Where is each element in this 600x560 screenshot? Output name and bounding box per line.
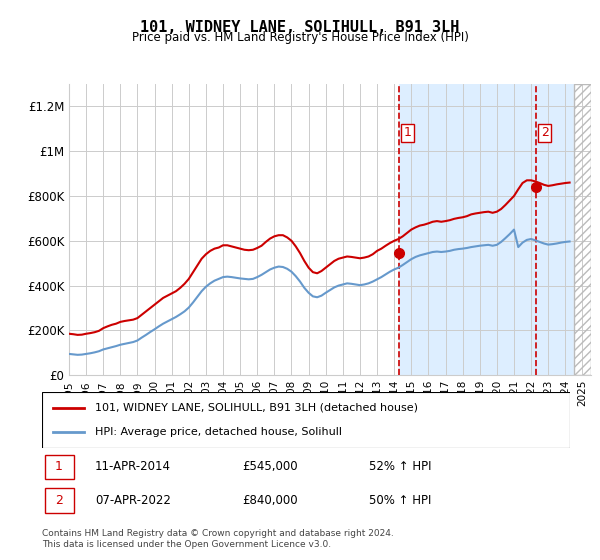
FancyBboxPatch shape xyxy=(44,455,74,479)
Text: 2: 2 xyxy=(55,494,63,507)
Text: 1: 1 xyxy=(55,460,63,473)
Text: 101, WIDNEY LANE, SOLIHULL, B91 3LH: 101, WIDNEY LANE, SOLIHULL, B91 3LH xyxy=(140,20,460,35)
Text: 1: 1 xyxy=(404,127,412,139)
Text: 52% ↑ HPI: 52% ↑ HPI xyxy=(370,460,432,473)
Text: 07-APR-2022: 07-APR-2022 xyxy=(95,494,170,507)
Text: Price paid vs. HM Land Registry's House Price Index (HPI): Price paid vs. HM Land Registry's House … xyxy=(131,31,469,44)
Text: HPI: Average price, detached house, Solihull: HPI: Average price, detached house, Soli… xyxy=(95,427,342,437)
FancyBboxPatch shape xyxy=(44,488,74,512)
Text: 101, WIDNEY LANE, SOLIHULL, B91 3LH (detached house): 101, WIDNEY LANE, SOLIHULL, B91 3LH (det… xyxy=(95,403,418,413)
Text: 50% ↑ HPI: 50% ↑ HPI xyxy=(370,494,432,507)
FancyBboxPatch shape xyxy=(42,392,570,448)
Bar xyxy=(574,84,591,375)
Text: 2: 2 xyxy=(541,127,549,139)
Text: £840,000: £840,000 xyxy=(242,494,298,507)
Bar xyxy=(399,84,591,375)
Text: 11-APR-2014: 11-APR-2014 xyxy=(95,460,171,473)
Text: £545,000: £545,000 xyxy=(242,460,298,473)
Text: Contains HM Land Registry data © Crown copyright and database right 2024.
This d: Contains HM Land Registry data © Crown c… xyxy=(42,529,394,549)
Bar xyxy=(574,84,591,375)
